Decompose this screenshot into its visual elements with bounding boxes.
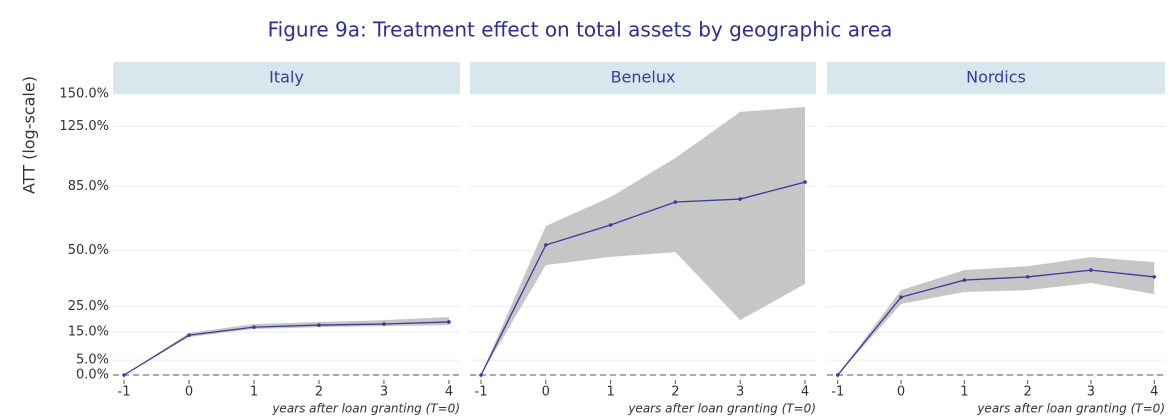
x-tick-label: 0: [897, 385, 905, 400]
confidence-band: [481, 107, 805, 376]
point: [122, 373, 126, 377]
x-axis-label: years after loan granting (T=0): [627, 402, 816, 416]
x-tick-label: 1: [960, 385, 968, 400]
x-axis-label: years after loan granting (T=0): [271, 402, 460, 416]
panel-title: Benelux: [611, 68, 676, 87]
line: [123, 321, 449, 376]
x-tick-label: 3: [736, 385, 744, 400]
point: [673, 200, 678, 204]
y-tick-label: 15.0%: [68, 325, 109, 340]
point: [252, 325, 256, 329]
point: [317, 323, 321, 327]
line: [480, 181, 806, 376]
x-tick-label: -1: [475, 385, 488, 400]
panel-title: Nordics: [966, 68, 1026, 87]
x-tick-label: 4: [1150, 385, 1158, 400]
point: [738, 197, 742, 201]
point: [803, 180, 807, 184]
point: [187, 333, 191, 337]
x-tick-label: 1: [606, 385, 614, 400]
x-tick-label: 2: [315, 385, 323, 400]
x-tick-label: 4: [801, 385, 809, 400]
x-tick-label: 1: [250, 385, 258, 400]
strip: [113, 62, 460, 94]
point: [835, 373, 840, 377]
strip: [827, 62, 1165, 94]
x-tick-label: 0: [542, 385, 550, 400]
y-tick-label: 0.0%: [76, 368, 109, 383]
confidence-band: [124, 317, 449, 376]
point: [962, 278, 967, 282]
y-tick-label: 25.0%: [68, 299, 109, 314]
x-tick-label: 3: [1087, 385, 1095, 400]
y-tick-label: 125.0%: [59, 119, 109, 134]
y-tick-label: 150.0%: [59, 87, 109, 102]
point: [1025, 275, 1030, 279]
x-tick-label: 0: [185, 385, 193, 400]
point: [608, 223, 613, 227]
line: [837, 269, 1155, 376]
point: [1152, 275, 1157, 279]
y-tick-label: 85.0%: [68, 179, 109, 194]
strip: [470, 62, 816, 94]
x-axis-label: years after loan granting (T=0): [976, 402, 1165, 416]
point: [1089, 268, 1093, 272]
x-tick-label: -1: [118, 385, 131, 400]
chart-title: Figure 9a: Treatment effect on total ass…: [268, 18, 893, 42]
confidence-band: [837, 257, 1155, 376]
point: [899, 295, 903, 299]
panel-title: Italy: [269, 68, 304, 87]
point: [544, 243, 548, 247]
point: [447, 320, 451, 324]
x-tick-label: 3: [380, 385, 388, 400]
x-tick-label: -1: [831, 385, 844, 400]
point: [382, 322, 386, 326]
y-axis-label: ATT (log-scale): [20, 76, 39, 194]
point: [479, 373, 483, 377]
y-tick-label: 50.0%: [68, 243, 109, 258]
x-tick-label: 2: [671, 385, 679, 400]
x-tick-label: 2: [1024, 385, 1032, 400]
y-tick-label: 5.0%: [76, 353, 109, 368]
x-tick-label: 4: [445, 385, 453, 400]
